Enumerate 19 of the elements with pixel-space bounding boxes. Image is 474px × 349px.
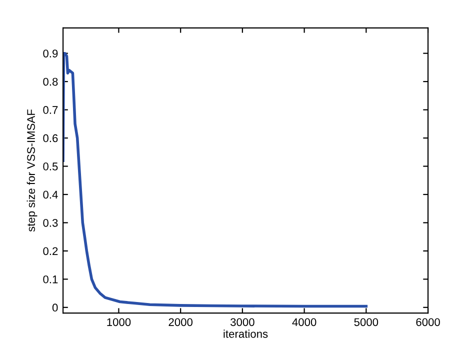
y-tick-label: 0.6: [43, 134, 58, 142]
y-tick-label: 0.1: [43, 275, 58, 284]
x-tick-label: 5000: [354, 318, 378, 326]
y-tick-label: 0.5: [43, 162, 58, 170]
y-tick-label: 0.7: [43, 106, 58, 114]
y-tick-label: 0.4: [43, 190, 58, 199]
y-tick-label: 0.8: [43, 78, 58, 86]
y-tick-label: 0.2: [43, 247, 58, 256]
y-tick-label: 0.9: [43, 50, 58, 58]
y-tick-label: 0.3: [43, 218, 58, 227]
x-tick-label: 6000: [416, 318, 440, 326]
x-tick-label: 4000: [292, 318, 316, 326]
x-axis-title: iterations: [224, 330, 268, 338]
y-axis-title: step size for VSS-IMSAF: [26, 109, 38, 232]
y-tick-label: 0: [52, 304, 58, 312]
x-tick-label: 3000: [230, 318, 254, 326]
line-series: [63, 52, 368, 308]
x-tick-label: 2000: [168, 318, 193, 326]
x-tick-label: 1000: [107, 318, 131, 326]
